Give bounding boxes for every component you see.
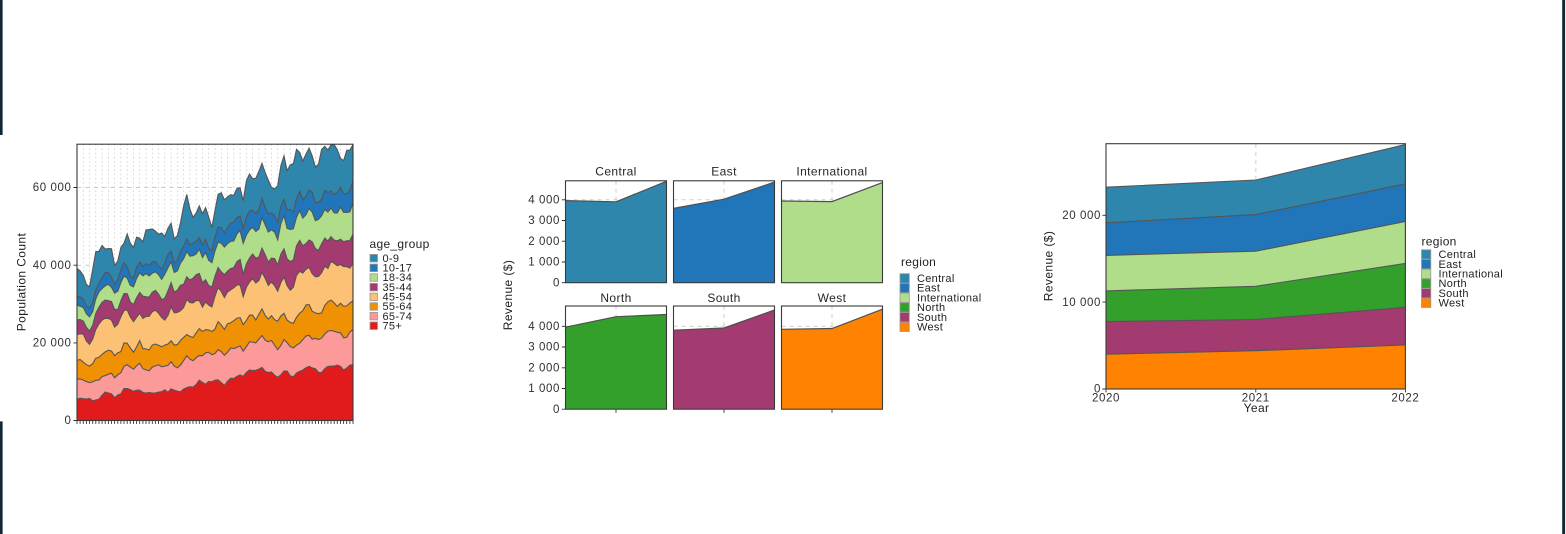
svg-text:South: South: [1439, 288, 1469, 300]
svg-text:region: region: [1422, 235, 1457, 249]
svg-text:10 000: 10 000: [1062, 297, 1101, 309]
svg-text:3 000: 3 000: [528, 342, 560, 354]
svg-text:South: South: [917, 312, 947, 324]
svg-text:2 000: 2 000: [528, 236, 560, 248]
svg-text:2 000: 2 000: [528, 362, 560, 374]
svg-text:40 000: 40 000: [33, 260, 72, 272]
svg-text:4 000: 4 000: [528, 321, 560, 333]
svg-text:Central: Central: [1439, 249, 1477, 261]
svg-text:West: West: [818, 291, 847, 305]
svg-text:North: North: [917, 302, 945, 314]
svg-text:East: East: [917, 283, 940, 295]
svg-text:4 000: 4 000: [528, 195, 560, 207]
svg-text:0: 0: [553, 404, 560, 416]
svg-text:10-17: 10-17: [383, 263, 413, 275]
svg-text:1 000: 1 000: [528, 383, 560, 395]
svg-text:3 000: 3 000: [528, 215, 560, 227]
svg-text:2020: 2020: [1092, 392, 1120, 404]
svg-text:0: 0: [65, 415, 72, 427]
svg-text:20 000: 20 000: [33, 338, 72, 350]
svg-text:North: North: [1439, 278, 1467, 290]
svg-text:45-54: 45-54: [383, 292, 413, 304]
svg-text:60 000: 60 000: [33, 182, 72, 194]
svg-text:1 000: 1 000: [528, 257, 560, 269]
svg-text:Revenue ($): Revenue ($): [1042, 231, 1056, 301]
svg-text:65-74: 65-74: [383, 311, 413, 323]
svg-text:0-9: 0-9: [383, 253, 400, 265]
svg-text:region: region: [901, 255, 936, 269]
svg-text:East: East: [711, 164, 737, 178]
svg-text:International: International: [796, 164, 867, 178]
svg-text:20 000: 20 000: [1062, 210, 1101, 222]
svg-text:Population Count: Population Count: [15, 233, 29, 332]
svg-text:2022: 2022: [1391, 392, 1419, 404]
svg-text:West: West: [1439, 298, 1465, 310]
svg-text:Revenue ($): Revenue ($): [501, 260, 515, 330]
svg-text:International: International: [917, 292, 981, 304]
svg-text:18-34: 18-34: [383, 272, 413, 284]
svg-text:Central: Central: [595, 164, 636, 178]
svg-text:75+: 75+: [383, 320, 403, 332]
svg-text:North: North: [600, 291, 631, 305]
svg-text:West: West: [917, 322, 943, 334]
svg-text:South: South: [707, 291, 740, 305]
svg-text:2021: 2021: [1242, 392, 1270, 404]
svg-text:0: 0: [1094, 384, 1101, 396]
svg-text:Central: Central: [917, 273, 955, 285]
svg-text:35-44: 35-44: [383, 282, 413, 294]
svg-text:age_group: age_group: [370, 237, 430, 251]
svg-text:East: East: [1439, 259, 1462, 271]
svg-text:0: 0: [553, 277, 560, 289]
svg-text:Year: Year: [1244, 401, 1270, 415]
svg-text:International: International: [1439, 269, 1503, 281]
svg-text:55-64: 55-64: [383, 301, 413, 313]
